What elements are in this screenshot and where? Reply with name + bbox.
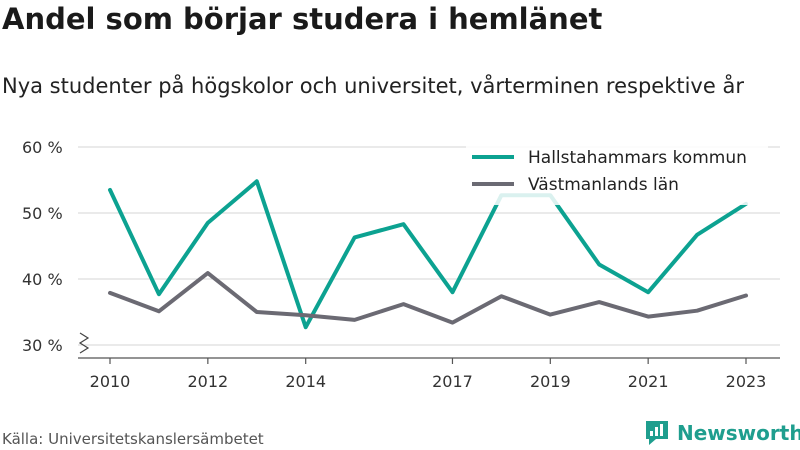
series-layer (108, 179, 748, 330)
legend-label: Hallstahammars kommun (528, 148, 747, 168)
x-tick-label: 2021 (628, 372, 669, 391)
axis-layer: 30 % 40 % 50 % 60 % 2010 2012 2014 2017 2019 2021… (22, 138, 780, 391)
series-line-hallstahammar (108, 179, 748, 330)
chart-title: Andel som börjar studera i hemlänet (2, 2, 603, 36)
line-chart: 30 % 40 % 50 % 60 % 2010 2012 2014 2017 2019 2021… (22, 138, 780, 391)
y-tick-label: 30 % (22, 336, 63, 355)
x-tick-label: 2023 (726, 372, 767, 391)
x-tick-label: 2012 (187, 372, 228, 391)
x-tick-label: 2010 (90, 372, 131, 391)
y-tick-label: 40 % (22, 270, 63, 289)
x-tick-label: 2019 (530, 372, 571, 391)
x-tick-label: 2014 (285, 372, 326, 391)
legend-background (466, 141, 768, 205)
legend-label: Västmanlands län (528, 175, 679, 195)
chart-subtitle: Nya studenter på högskolor och universit… (2, 74, 744, 98)
brand-logo: Newsworthy (644, 419, 800, 447)
x-tick-label: 2017 (432, 372, 473, 391)
brand-name: Newsworthy (677, 421, 800, 445)
axis-break-icon (78, 332, 90, 354)
y-tick-label: 60 % (22, 138, 63, 157)
legend: Hallstahammars kommun Västmanlands län (466, 141, 768, 205)
source-note: Källa: Universitetskanslersämbetet (2, 430, 264, 448)
series-line-vastmanland (108, 271, 748, 325)
newsworthy-logo-icon (646, 421, 668, 445)
y-tick-label: 50 % (22, 204, 63, 223)
